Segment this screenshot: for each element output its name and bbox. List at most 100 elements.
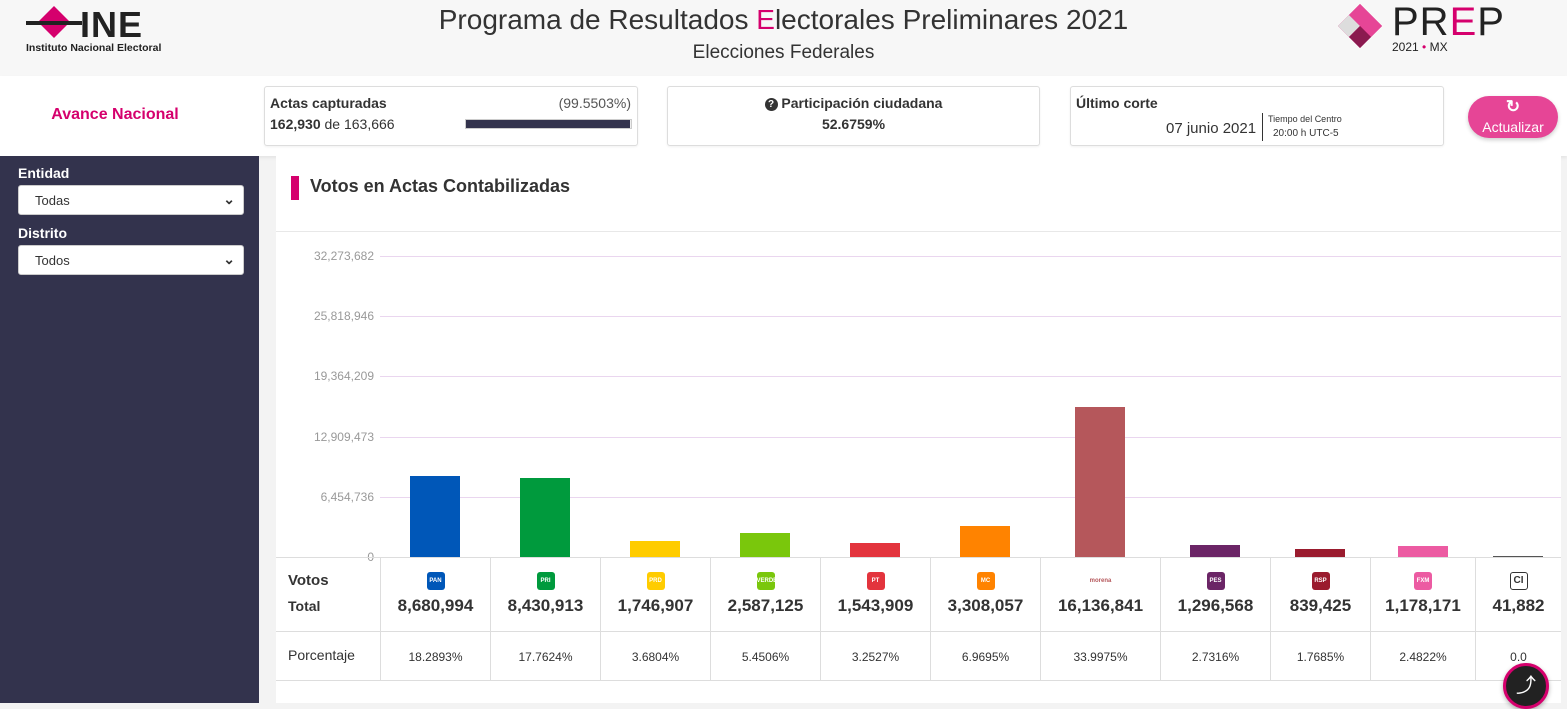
party-logo-icon: PRI	[536, 572, 555, 590]
votes-bar-chart: 32,273,682 25,818,946 19,364,209 12,909,473…	[276, 236, 1561, 566]
bar-prd[interactable]	[630, 540, 680, 557]
page-subtitle: Elecciones Federales	[692, 42, 875, 63]
prep-year: 2021 • MX	[1392, 40, 1448, 54]
row-total-label: Total	[288, 598, 321, 614]
party-percentage: 33.9975%	[1073, 650, 1128, 664]
distrito-select[interactable]: Todos ⌄	[18, 245, 244, 275]
party-votes: 1,296,568	[1177, 596, 1254, 615]
party-votes: 3,308,057	[947, 596, 1024, 615]
party-votes: 16,136,841	[1057, 596, 1144, 615]
party-column-pan: PAN 8,680,994 18.2893%	[380, 558, 490, 681]
y-tick-label: 12,909,473	[313, 429, 374, 444]
bar-pes[interactable]	[1190, 544, 1240, 557]
party-column-mc: MC 3,308,057 6.9695%	[930, 558, 1040, 681]
entidad-select[interactable]: Todas ⌄	[18, 185, 244, 215]
party-column-prd: PRD 1,746,907 3.6804%	[600, 558, 710, 681]
actas-progress-bar	[465, 119, 632, 129]
votes-table: Votos Total Porcentaje PAN 8,680,994 18.28…	[276, 557, 1561, 681]
prep-word-a: PR	[1392, 0, 1450, 44]
page-title: Programa de Resultados Electorales Preli…	[0, 4, 1567, 36]
bar-ci[interactable]	[1493, 556, 1543, 557]
bar-mc[interactable]	[960, 526, 1010, 557]
party-logo-icon: PAN	[426, 572, 445, 590]
ine-logo-text: INE	[80, 4, 144, 45]
participacion-value: 52.6759%	[821, 116, 886, 132]
y-tick-label: 19,364,209	[313, 369, 374, 384]
actas-percentage: (99.5503%)	[558, 95, 631, 111]
bar-fxm[interactable]	[1397, 546, 1448, 557]
party-column-pvem: VERDE 2,587,125 5.4506%	[710, 558, 820, 681]
top-header: INE Instituto Nacional Electoral Program…	[0, 0, 1567, 76]
actas-label: Actas capturadas	[270, 95, 387, 111]
party-votes: 2,587,125	[727, 596, 804, 615]
party-column-fxm: FXM 1,178,171 2.4822%	[1370, 558, 1475, 681]
ine-emblem-icon	[26, 6, 82, 38]
party-column-morena: morena 16,136,841 33.9975%	[1040, 558, 1160, 681]
bar-pan[interactable]	[410, 476, 460, 557]
prep-wordmark: PREP	[1392, 0, 1505, 45]
party-column-pri: PRI 8,430,913 17.7624%	[490, 558, 600, 681]
panel-title: Votos en Actas Contabilizadas	[310, 176, 571, 196]
actualizar-button[interactable]: ↻ Actualizar	[1468, 96, 1558, 138]
party-logo-icon: PT	[866, 572, 885, 590]
filter-sidebar: Entidad Todas ⌄ Distrito Todos ⌄	[0, 156, 259, 703]
actualizar-label: Actualizar	[1482, 119, 1544, 135]
party-logo-icon: CI	[1509, 572, 1528, 590]
share-button[interactable]: ⤴	[1503, 663, 1549, 709]
results-panel: Votos en Actas Contabilizadas 32,273,682…	[276, 156, 1561, 703]
party-percentage: 17.7624%	[518, 650, 573, 664]
corte-label: Último corte	[1076, 95, 1158, 111]
party-percentage: 2.4822%	[1399, 650, 1447, 664]
party-votes: 8,680,994	[397, 596, 474, 615]
prep-logo[interactable]: PREP 2021 • MX	[1336, 0, 1516, 60]
grid-line	[380, 376, 1561, 378]
table-divider	[276, 631, 1561, 632]
party-votes: 41,882	[1492, 596, 1545, 615]
entidad-value: Todas	[35, 193, 70, 208]
corte-divider	[1262, 113, 1263, 141]
chevron-down-icon: ⌄	[223, 191, 235, 207]
title-part-1: Programa de Resultados	[438, 4, 757, 35]
actas-total: 163,666	[343, 116, 395, 132]
ultimo-corte-card: Último corte 07 junio 2021 Tiempo del Ce…	[1070, 86, 1444, 146]
participacion-label: Participación ciudadana	[781, 95, 943, 111]
party-percentage: 0.0	[1510, 650, 1527, 664]
grid-line	[380, 436, 1561, 438]
prep-word-e: E	[1449, 0, 1478, 44]
avance-nacional-label[interactable]: Avance Nacional	[51, 106, 179, 123]
party-logo-icon: PES	[1206, 572, 1225, 590]
grid-line	[380, 496, 1561, 498]
party-percentage: 3.6804%	[631, 650, 680, 664]
party-logo-icon: morena	[1085, 572, 1116, 590]
bar-pvem[interactable]	[740, 532, 790, 557]
party-percentage: 5.4506%	[741, 650, 790, 664]
refresh-icon: ↻	[1505, 97, 1521, 116]
info-bar: Avance Nacional Actas capturadas (99.550…	[0, 76, 1567, 156]
bar-morena[interactable]	[1075, 406, 1125, 557]
party-logo-icon: PRD	[646, 572, 665, 590]
chevron-down-icon: ⌄	[223, 251, 235, 267]
prep-word-b: P	[1477, 0, 1505, 44]
party-logo-icon: VERDE	[756, 572, 775, 590]
party-votes: 1,178,171	[1385, 596, 1461, 615]
ine-subtitle: Instituto Nacional Electoral	[26, 42, 162, 54]
question-icon[interactable]: ?	[764, 98, 778, 111]
title-part-2: lectorales Preliminares 2021	[774, 4, 1129, 35]
party-percentage: 18.2893%	[408, 650, 463, 664]
participacion-label-row: ? Participación ciudadana	[668, 95, 1039, 111]
prep-emblem-icon	[1338, 4, 1382, 48]
bar-pt[interactable]	[850, 542, 900, 557]
bar-pri[interactable]	[520, 478, 570, 557]
party-logo-icon: RSP	[1311, 572, 1330, 590]
party-votes: 839,425	[1289, 596, 1352, 615]
party-column-pt: PT 1,543,909 3.2527%	[820, 558, 930, 681]
bar-rsp[interactable]	[1295, 549, 1345, 557]
corte-tz-label: Tiempo del Centro	[1268, 114, 1342, 124]
ine-logo[interactable]: INE Instituto Nacional Electoral	[24, 4, 194, 56]
title-highlight: E	[756, 4, 775, 35]
party-votes: 1,543,909	[837, 596, 914, 615]
y-tick-label: 25,818,946	[313, 309, 374, 324]
distrito-label: Distrito	[18, 225, 67, 241]
actas-count: 162,930 de 163,666	[270, 116, 395, 132]
party-percentage: 2.7316%	[1191, 650, 1240, 664]
